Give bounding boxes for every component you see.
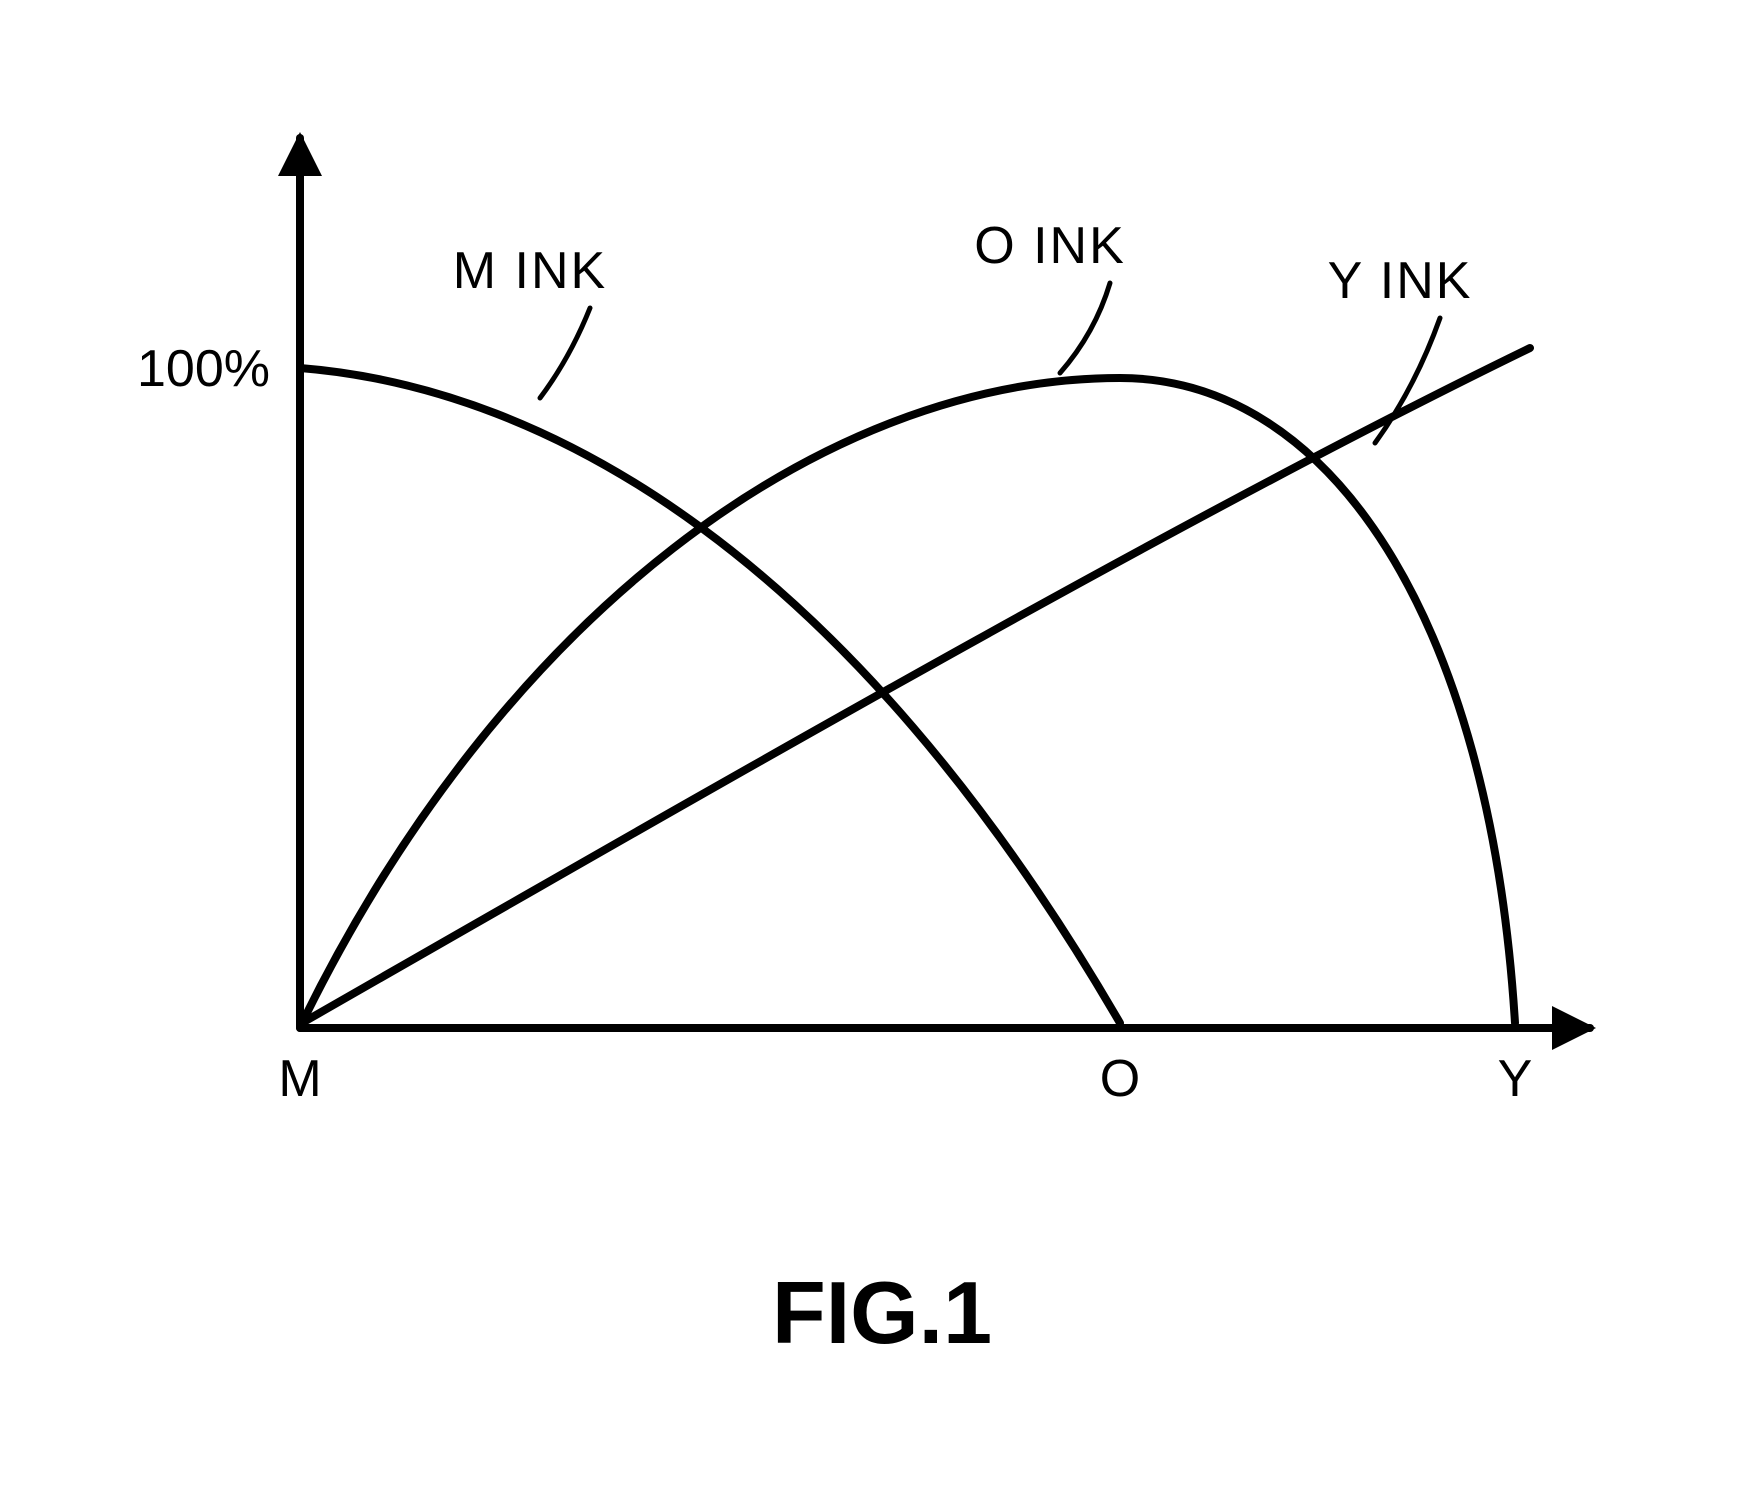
x-tick-label: O [1100,1050,1140,1108]
o-ink-label: O INK [974,217,1126,275]
x-tick-label: M [278,1050,321,1108]
y-ink-label: Y INK [1328,252,1473,310]
chart-container: 100% M O Y M INK O INK Y INK FIG.1 [0,0,1764,1501]
figure-label: FIG.1 [772,1263,992,1362]
chart-svg: 100% M O Y M INK O INK Y INK FIG.1 [0,0,1764,1496]
y-axis-label-100: 100% [137,340,270,398]
m-ink-label: M INK [453,242,607,300]
x-tick-label: Y [1498,1050,1533,1108]
